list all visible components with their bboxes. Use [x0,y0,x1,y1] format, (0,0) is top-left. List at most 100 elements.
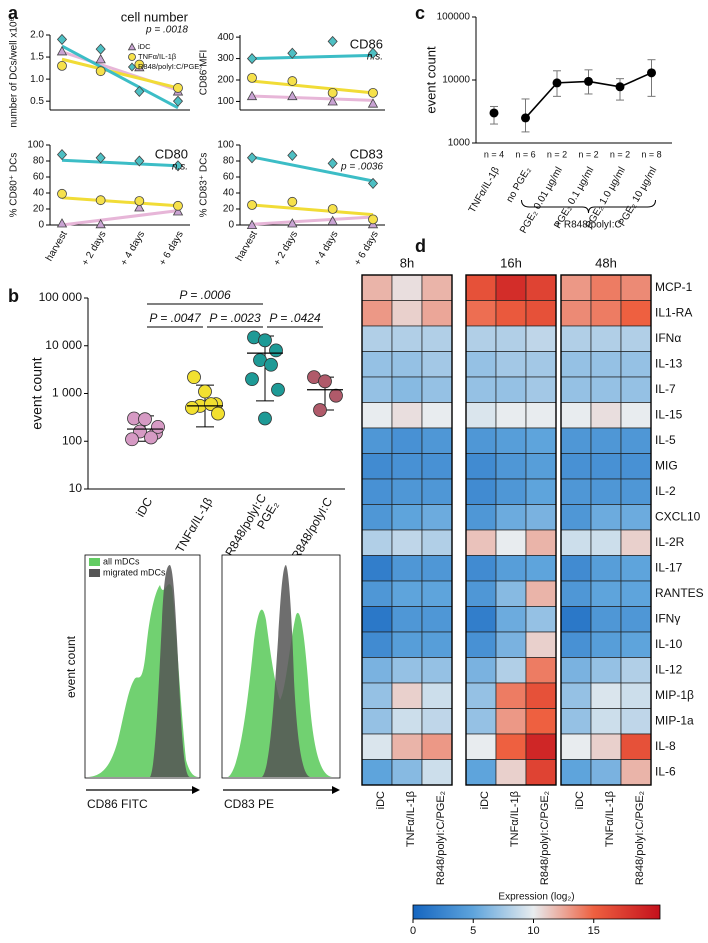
heatmap-cell [525,427,557,454]
x-tick-label: R848/polyI:CPGE₂ [222,491,281,565]
column-label: R848/polyI:C/PGE₂ [435,791,447,885]
marker [368,214,378,225]
trend-line [251,94,374,102]
y-tick-label: 400 [217,32,234,43]
n-label: n = 2 [547,149,567,159]
heatmap-cell [421,402,453,429]
heatmap-cell [361,300,393,327]
heatmap-cell [620,478,652,505]
heatmap-cell [421,631,453,658]
marker [95,66,106,77]
dot [271,382,285,397]
heatmap-cell [590,657,622,684]
heatmap-cell [560,606,592,633]
heatmap-cell [361,325,393,352]
heatmap-cell [525,351,557,378]
heatmap-cell [495,274,527,301]
dot [258,333,272,348]
heatmap-cell [560,351,592,378]
heatmap-cell [361,631,393,658]
heatmap-cell [421,708,453,735]
heatmap-cell [620,580,652,607]
row-label: IL-5 [655,433,676,447]
row-label: IL-15 [655,407,683,421]
marker [95,152,106,164]
marker [367,98,379,108]
y-tick-label: 0 [228,220,234,231]
row-label: IL-8 [655,739,676,753]
marker [56,33,68,45]
heatmap-cell [620,402,652,429]
heatmap-cell [361,274,393,301]
heatmap-cell [560,631,592,658]
marker [95,218,106,229]
heatmap-cell [495,376,527,403]
heatmap-cell [495,453,527,480]
heatmap-cell [560,682,592,709]
heatmap-cell [391,300,423,327]
heatmap-cell [465,427,497,454]
row-label: IL-2 [655,484,676,498]
heatmap-cell [391,657,423,684]
x-axis-label: CD83 PE [224,797,274,811]
y-axis-label: event count [64,635,78,698]
marker [327,204,338,214]
heatmap-cell [391,682,423,709]
marker [246,90,258,101]
annotation: n.s. [172,162,188,173]
heatmap-cell [590,376,622,403]
colorbar-tick-label: 15 [588,925,600,937]
marker [134,202,145,212]
y-tick-label: 60 [223,172,235,183]
heatmap-cell [391,733,423,760]
heatmap-cell [465,759,497,786]
significance-label: P = .0023 [209,311,261,325]
heatmap-cell [465,504,497,531]
heatmap-cell [590,631,622,658]
arrow-head [332,786,340,794]
heatmap-cell [560,274,592,301]
heatmap-cell [620,682,652,709]
marker [327,87,338,98]
marker [172,95,184,107]
heatmap-cell [560,580,592,607]
heatmap-cell [361,376,393,403]
n-label: n = 4 [484,149,504,159]
heatmap-cell [590,682,622,709]
point [647,68,656,78]
heatmap-cell [495,478,527,505]
histogram-migrated [262,565,310,777]
colorbar [412,904,661,920]
y-tick-label: 0.5 [30,96,44,107]
x-tick-label: + 6 days [352,229,381,267]
heatmap-cell [560,657,592,684]
legend-label: R848/polyI:C/PGE₂ [138,62,202,71]
heatmap-cell [465,325,497,352]
legend-label: TNFα/IL-1β [138,52,177,61]
heatmap-cell [620,733,652,760]
heatmap-cell [560,759,592,786]
marker [57,188,67,199]
heatmap-cell [620,555,652,582]
heatmap-cell [465,453,497,480]
heatmap-cell [391,504,423,531]
row-label: IL-2R [655,535,685,549]
dot [329,388,343,403]
heatmap-cell [391,325,423,352]
x-tick-label: TNFα/IL-1β [173,495,216,555]
heatmap-cell [421,300,453,327]
x-tick-label: + 4 days [119,229,148,267]
annotation: p = .0036 [340,162,383,173]
dot [151,419,165,434]
block-frame [361,274,453,786]
heatmap-cell [361,453,393,480]
n-label: n = 2 [610,149,630,159]
heatmap-cell [361,580,393,607]
dot [269,343,283,358]
heatmap-cell [560,325,592,352]
heatmap-cell [495,580,527,607]
heatmap-cell [465,733,497,760]
marker [56,218,68,228]
heatmap-cell [525,631,557,658]
